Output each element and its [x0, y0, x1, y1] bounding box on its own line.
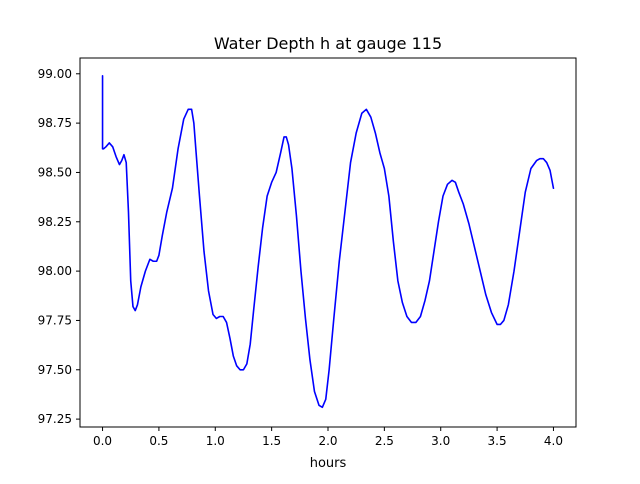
chart-title: Water Depth h at gauge 115 [214, 34, 442, 53]
y-tick-label: 98.00 [38, 264, 72, 278]
y-tick-label: 99.00 [38, 67, 72, 81]
x-axis-label: hours [310, 456, 347, 471]
y-tick-label: 97.50 [38, 363, 72, 377]
x-tick-label: 1.5 [262, 434, 281, 448]
y-axis: 97.25 97.50 97.75 98.00 98.25 98.50 98.75 99.00 [38, 67, 80, 426]
x-tick-label: 2.0 [318, 434, 337, 448]
x-tick-label: 1.0 [206, 434, 225, 448]
series-line-0 [101, 74, 555, 409]
x-tick-label: 0.0 [93, 434, 112, 448]
x-tick-label: 0.5 [149, 434, 168, 448]
x-tick-label: 2.5 [375, 434, 394, 448]
y-tick-label: 98.50 [38, 165, 72, 179]
y-tick-label: 97.75 [38, 313, 72, 327]
y-tick-label: 97.25 [38, 412, 72, 426]
x-tick-label: 3.5 [488, 434, 507, 448]
x-axis: 0.0 0.5 1.0 1.5 2.0 2.5 3.0 3.5 4.0 [93, 427, 563, 448]
x-tick-label: 4.0 [544, 434, 563, 448]
x-tick-label: 3.0 [431, 434, 450, 448]
y-tick-label: 98.75 [38, 116, 72, 130]
y-tick-label: 98.25 [38, 215, 72, 229]
